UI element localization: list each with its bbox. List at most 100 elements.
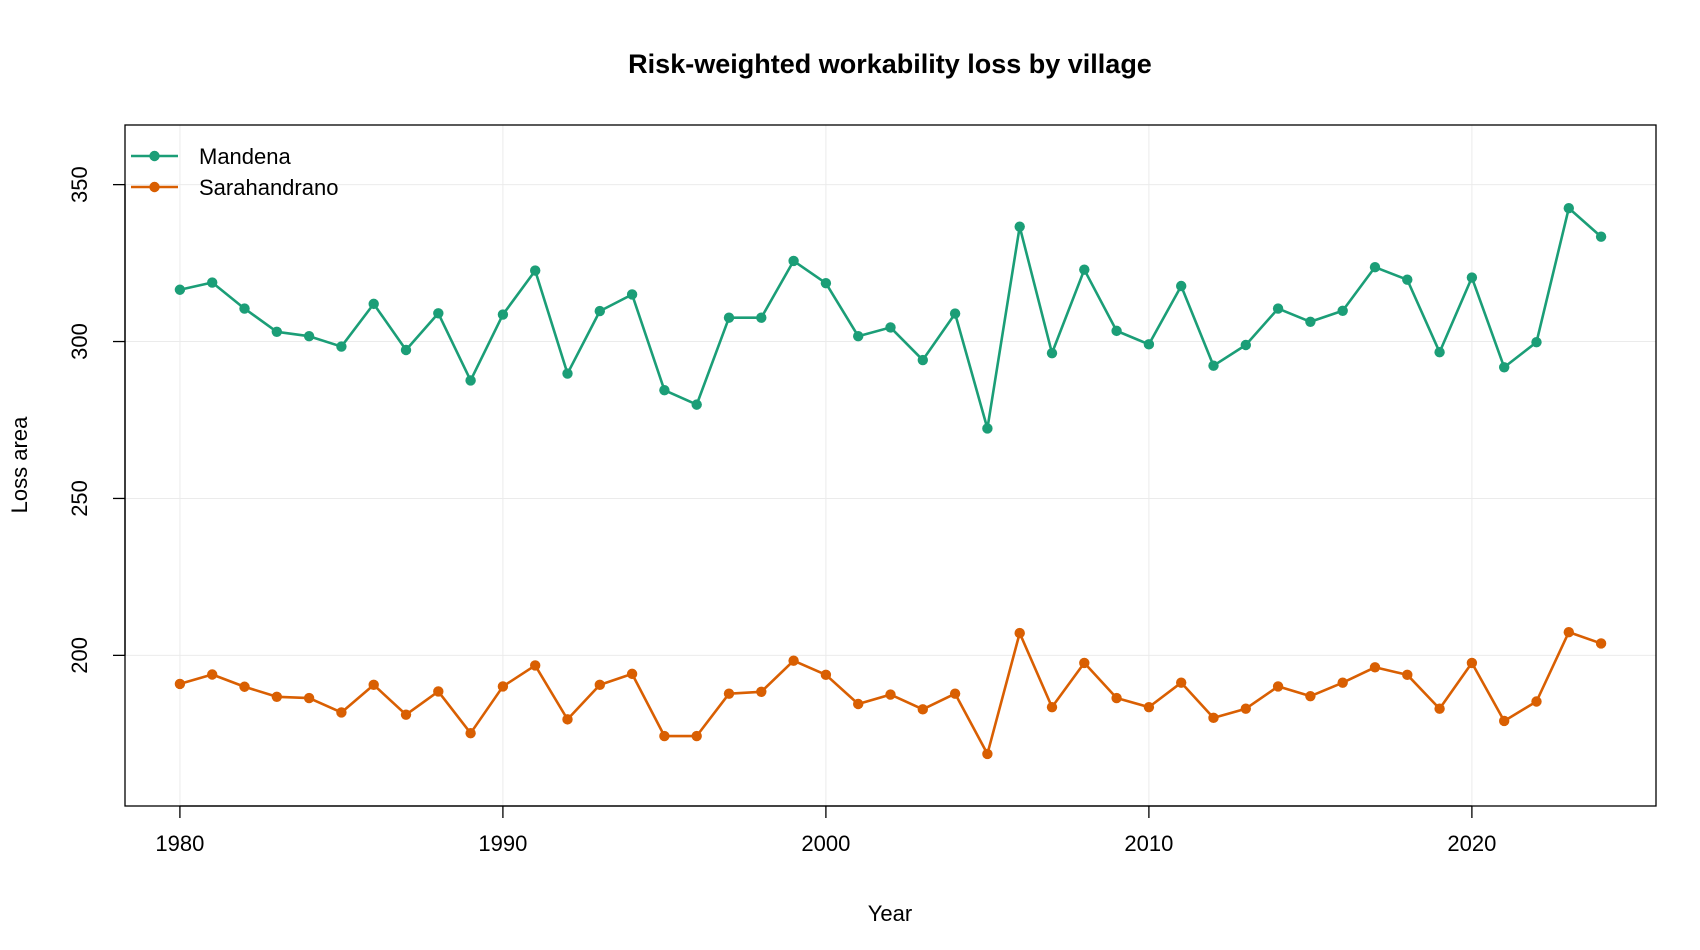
legend-swatch-marker <box>149 150 160 162</box>
data-point <box>1498 715 1510 727</box>
data-point <box>1531 336 1542 348</box>
data-point <box>756 312 767 323</box>
data-point <box>1240 339 1252 351</box>
plot-frame <box>124 124 1657 807</box>
data-point <box>465 375 476 386</box>
data-point <box>1434 703 1445 714</box>
data-point <box>626 289 638 300</box>
data-point <box>1466 657 1478 669</box>
data-point <box>368 679 379 691</box>
data-point <box>1531 696 1542 707</box>
data-point <box>885 689 896 700</box>
data-point <box>303 692 315 704</box>
data-point <box>433 308 444 319</box>
data-point <box>174 284 186 295</box>
data-point <box>853 698 864 710</box>
data-point <box>530 265 541 276</box>
legend: Mandena Sarahandrano <box>131 144 338 200</box>
data-point <box>1337 677 1348 688</box>
series-mandena <box>174 202 1607 434</box>
data-point <box>1563 202 1574 214</box>
data-point <box>400 344 412 356</box>
x-tick-label: 1980 <box>155 831 204 856</box>
data-point <box>594 679 605 691</box>
data-point <box>982 423 993 434</box>
data-point <box>1272 303 1284 314</box>
x-tick-label: 2000 <box>801 831 850 856</box>
y-tick-label: 200 <box>67 637 92 674</box>
legend-label: Mandena <box>199 144 292 169</box>
legend-item-mandena: Mandena <box>131 144 292 169</box>
data-point <box>1337 305 1348 316</box>
series-sarahandrano <box>174 626 1607 760</box>
data-point <box>626 668 638 680</box>
data-point <box>1466 272 1478 283</box>
data-point <box>271 326 283 338</box>
y-axis-label: Loss area <box>7 416 32 513</box>
data-point <box>1434 347 1445 358</box>
y-tick-label: 350 <box>67 166 92 203</box>
data-point <box>853 331 864 342</box>
data-point <box>174 678 186 690</box>
data-point <box>1369 261 1381 273</box>
data-point <box>1208 712 1219 724</box>
data-point <box>336 707 347 718</box>
y-tick-label: 250 <box>67 480 92 517</box>
data-point <box>239 681 250 692</box>
data-point <box>239 303 250 314</box>
data-point <box>788 255 799 267</box>
x-tick-label: 2010 <box>1124 831 1173 856</box>
data-point <box>723 688 735 699</box>
data-point <box>1079 657 1090 669</box>
x-tick-label: 2020 <box>1447 831 1496 856</box>
legend-label: Sarahandrano <box>199 175 338 200</box>
data-point <box>1595 231 1607 242</box>
x-axis: 1980 1990 2000 2010 2020 <box>155 805 1496 856</box>
data-point <box>691 730 702 742</box>
data-point <box>1046 701 1058 713</box>
chart-title: Risk-weighted workability loss by villag… <box>628 49 1152 79</box>
data-point <box>1014 627 1025 639</box>
data-point <box>465 727 476 739</box>
data-point <box>1111 692 1122 704</box>
data-point <box>562 714 573 725</box>
data-point <box>1369 662 1381 673</box>
series-line-mandena <box>179 206 1602 430</box>
data-point <box>562 368 573 379</box>
data-point <box>949 308 961 319</box>
x-tick-label: 1990 <box>478 831 527 856</box>
data-point <box>1014 221 1025 232</box>
data-point <box>1176 280 1187 292</box>
data-point <box>1305 690 1316 702</box>
data-point <box>949 688 961 699</box>
data-point <box>1402 274 1413 285</box>
data-point <box>271 691 283 702</box>
data-point <box>723 312 735 323</box>
data-point <box>1111 325 1122 337</box>
data-point <box>1079 264 1090 275</box>
data-point <box>1402 669 1413 681</box>
series-layer <box>174 202 1607 760</box>
data-point <box>820 277 832 289</box>
legend-swatch-marker <box>149 181 160 193</box>
data-point <box>1595 638 1607 649</box>
data-point <box>1143 701 1155 713</box>
data-point <box>530 660 541 671</box>
data-point <box>207 277 218 288</box>
data-point <box>1498 362 1510 373</box>
data-point <box>497 309 509 320</box>
data-point <box>1305 316 1316 327</box>
data-point <box>303 331 315 342</box>
data-point <box>1046 347 1058 359</box>
data-point <box>207 669 218 680</box>
y-axis: 200 250 300 350 <box>67 166 126 674</box>
data-point <box>1563 626 1574 638</box>
grid <box>125 125 1656 806</box>
data-point <box>1208 360 1219 371</box>
data-point <box>400 709 412 720</box>
data-point <box>594 305 605 317</box>
data-point <box>982 748 993 760</box>
data-point <box>1240 703 1252 714</box>
data-point <box>497 681 509 692</box>
data-point <box>917 704 928 715</box>
